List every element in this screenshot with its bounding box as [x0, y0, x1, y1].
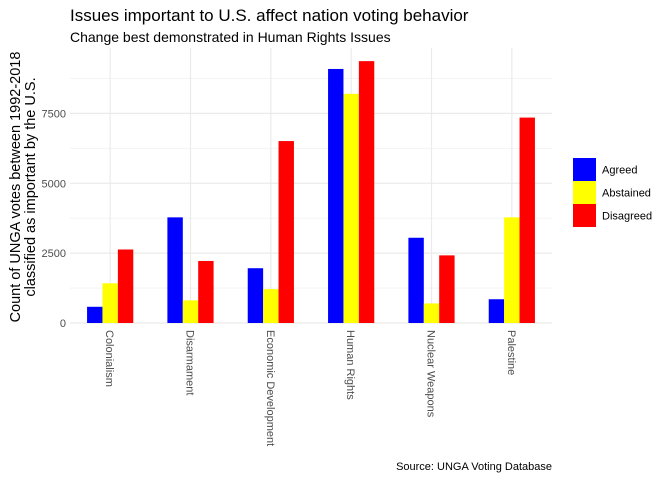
legend: Agreed Abstained Disagreed	[573, 158, 652, 227]
bar-disagreed-economic-development	[278, 141, 294, 323]
y-tick-label: 7500	[42, 108, 66, 120]
legend-key-agreed	[573, 158, 596, 181]
bar-abstained-palestine	[504, 217, 520, 323]
bar-abstained-nuclear-weapons	[423, 303, 440, 323]
minor-gridlines	[70, 78, 552, 289]
y-axis-label-line-1: Count of UNGA votes between 1992-2018	[8, 52, 24, 323]
bar-disagreed-colonialism	[117, 249, 134, 323]
x-tick-label: Palestine	[505, 330, 517, 375]
y-axis-label: Count of UNGA votes between 1992-2018 cl…	[8, 52, 39, 323]
y-tick-label: 5000	[42, 178, 66, 190]
bar-agreed-human-rights	[328, 68, 344, 324]
legend-key-disagreed	[573, 204, 596, 227]
chart-subtitle: Change best demonstrated in Human Rights…	[70, 29, 391, 45]
bar-agreed-nuclear-weapons	[408, 237, 424, 323]
chart-caption: Source: UNGA Voting Database	[396, 461, 552, 473]
bar-abstained-economic-development	[263, 289, 279, 323]
y-tick-label: 0	[60, 318, 66, 330]
y-tick-label: 2500	[42, 248, 66, 260]
bar-disagreed-palestine	[519, 117, 535, 324]
bar-abstained-disarmament	[182, 300, 199, 323]
x-tick-label: Human Rights	[344, 330, 356, 400]
x-axis-ticks: Colonialism Disarmament Economic Developme…	[103, 330, 517, 446]
legend-label-disagreed: Disagreed	[602, 211, 652, 223]
chart-title: Issues important to U.S. affect nation v…	[70, 6, 469, 25]
y-axis-label-line-2: classified as important by the U.S.	[23, 77, 39, 296]
x-tick-label: Nuclear Weapons	[425, 330, 437, 418]
bars	[87, 61, 535, 324]
x-tick-label: Economic Development	[264, 330, 276, 446]
legend-label-abstained: Abstained	[602, 188, 651, 200]
bar-agreed-economic-development	[247, 268, 264, 323]
y-axis-ticks: 0 2500 5000 7500	[42, 108, 66, 330]
bar-agreed-colonialism	[87, 306, 103, 323]
major-gridlines	[70, 48, 552, 324]
bar-disagreed-nuclear-weapons	[439, 255, 455, 323]
bar-abstained-human-rights	[343, 93, 359, 323]
x-tick-label: Colonialism	[103, 330, 115, 387]
bar-agreed-palestine	[488, 299, 505, 323]
legend-key-abstained	[573, 181, 596, 204]
legend-label-agreed: Agreed	[602, 165, 637, 177]
bar-agreed-disarmament	[167, 217, 183, 323]
bar-disagreed-human-rights	[358, 61, 375, 323]
bar-abstained-colonialism	[102, 283, 118, 323]
bar-disagreed-disarmament	[198, 260, 214, 323]
x-tick-label: Disarmament	[184, 330, 196, 395]
